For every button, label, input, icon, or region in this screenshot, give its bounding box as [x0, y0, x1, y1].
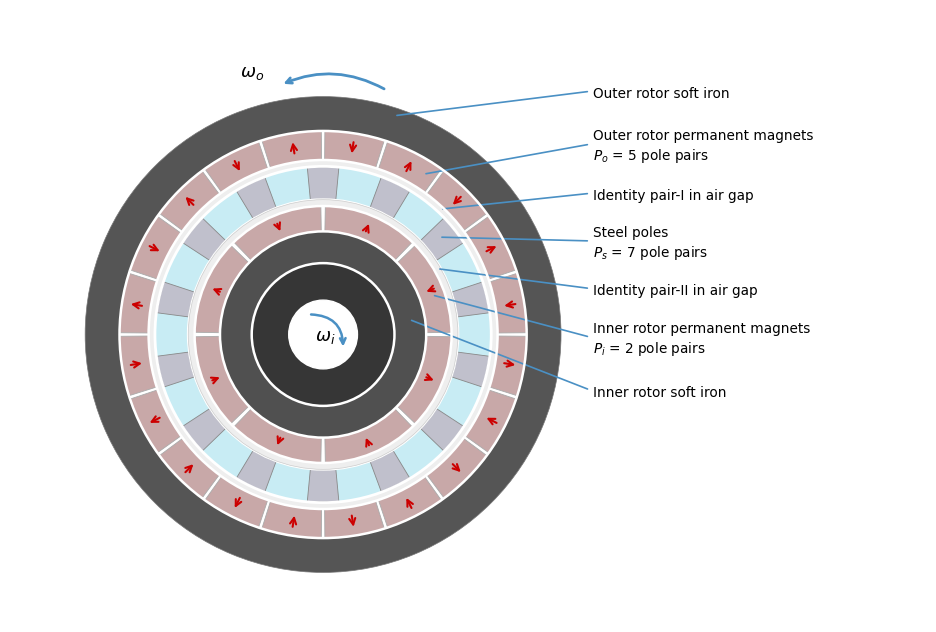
Wedge shape [420, 218, 463, 260]
Wedge shape [420, 408, 463, 451]
Wedge shape [307, 470, 339, 502]
Circle shape [288, 300, 357, 369]
Wedge shape [159, 439, 219, 498]
Wedge shape [130, 216, 181, 279]
Wedge shape [120, 273, 156, 333]
Text: Outer rotor soft iron: Outer rotor soft iron [592, 87, 728, 101]
Wedge shape [325, 206, 412, 260]
Text: $\omega_o$: $\omega_o$ [240, 64, 264, 82]
Text: Steel poles
$P_s$ = 7 pole pairs: Steel poles $P_s$ = 7 pole pairs [592, 226, 707, 262]
Wedge shape [205, 477, 268, 528]
Wedge shape [325, 409, 412, 463]
Wedge shape [370, 178, 409, 219]
Circle shape [252, 263, 394, 406]
Wedge shape [378, 477, 441, 528]
Wedge shape [234, 206, 321, 260]
Wedge shape [464, 390, 516, 453]
Wedge shape [130, 390, 181, 453]
Wedge shape [370, 451, 409, 492]
Wedge shape [489, 336, 526, 396]
Text: Outer rotor permanent magnets
$P_o$ = 5 pole pairs: Outer rotor permanent magnets $P_o$ = 5 … [592, 129, 812, 165]
Wedge shape [195, 336, 249, 424]
Wedge shape [464, 216, 516, 279]
Wedge shape [183, 218, 226, 260]
Wedge shape [159, 171, 219, 231]
Wedge shape [397, 336, 451, 424]
Text: Inner rotor permanent magnets
$P_i$ = 2 pole pairs: Inner rotor permanent magnets $P_i$ = 2 … [592, 322, 810, 358]
Wedge shape [156, 282, 195, 317]
Wedge shape [120, 336, 156, 396]
Wedge shape [451, 282, 489, 317]
Wedge shape [261, 131, 321, 168]
Wedge shape [427, 439, 486, 498]
Wedge shape [236, 451, 276, 492]
Wedge shape [307, 167, 339, 200]
Wedge shape [489, 273, 526, 333]
Wedge shape [427, 171, 486, 231]
Text: Identity pair-I in air gap: Identity pair-I in air gap [592, 189, 753, 203]
Wedge shape [451, 352, 489, 387]
Wedge shape [156, 352, 195, 387]
Wedge shape [183, 408, 226, 451]
Text: $\omega_i$: $\omega_i$ [315, 328, 336, 346]
Wedge shape [324, 131, 384, 168]
Wedge shape [205, 142, 268, 193]
Wedge shape [236, 178, 276, 219]
Wedge shape [324, 501, 384, 538]
Wedge shape [234, 409, 321, 463]
Wedge shape [261, 501, 321, 538]
Text: Inner rotor soft iron: Inner rotor soft iron [592, 386, 725, 399]
Text: Identity pair-II in air gap: Identity pair-II in air gap [592, 284, 756, 298]
Wedge shape [378, 142, 441, 193]
Wedge shape [195, 245, 249, 332]
Wedge shape [397, 245, 451, 332]
